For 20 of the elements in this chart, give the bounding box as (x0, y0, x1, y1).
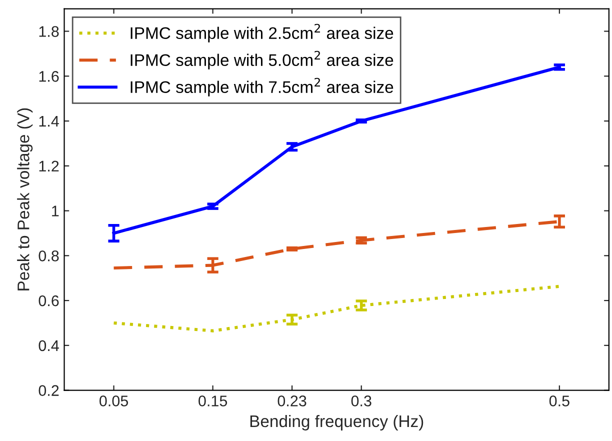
line-series (112, 284, 561, 332)
x-tick-label: 0.23 (278, 396, 306, 406)
x-tick-label: 0.15 (198, 396, 228, 406)
y-tick-label: 0.4 (38, 340, 59, 352)
legend-label: IPMC sample with 7.5cm$^{2}$ area size (130, 78, 394, 96)
x-axis-title: Bending frequency (Hz) (250, 414, 424, 430)
x-tick-label: 0.05 (100, 396, 128, 406)
legend-label: IPMC sample with 5.0cm$^{2}$ area size (130, 50, 394, 70)
y-tick-label: 1.4 (39, 116, 59, 127)
x-tick-label: 0.5 (549, 396, 570, 406)
y-tick-label: 1.8 (39, 26, 59, 37)
y-tick-label: 1.2 (39, 160, 59, 172)
x-tick-label: 0.3 (351, 396, 372, 406)
legend-label: IPMC sample with 2.5cm$^{2}$ area size (130, 24, 394, 42)
y-axis-title: Peak to Peak voltage (V) (17, 108, 33, 290)
y-tick-label: 0.8 (38, 250, 59, 262)
y-tick-label: 0.2 (38, 385, 59, 396)
y-tick-label: 1 (52, 206, 59, 216)
y-tick-label: 1.6 (39, 71, 59, 82)
y-tick-label: 0.6 (38, 295, 59, 306)
